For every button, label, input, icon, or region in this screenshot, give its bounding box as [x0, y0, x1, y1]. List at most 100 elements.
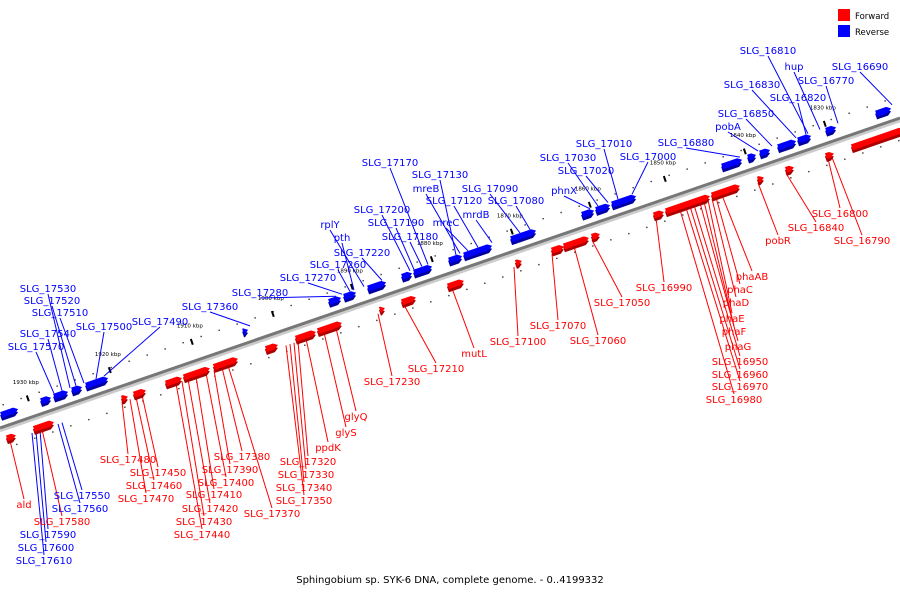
gene-label[interactable]: SLG_17510 [32, 308, 88, 319]
gene-label[interactable]: SLG_17490 [132, 317, 188, 328]
gene-label[interactable]: SLG_16850 [718, 109, 774, 120]
gene-arrow[interactable] [448, 254, 463, 264]
gene-arrow[interactable] [400, 295, 416, 306]
gene-label[interactable]: SLG_17540 [20, 329, 76, 340]
gene-label[interactable]: SLG_17120 [426, 196, 482, 207]
gene-arrow[interactable] [53, 390, 69, 400]
gene-arrow[interactable] [777, 139, 797, 151]
gene-label[interactable]: SLG_16880 [658, 138, 714, 149]
gene-label[interactable]: SLG_17080 [488, 196, 544, 207]
gene-label[interactable]: SLG_17090 [462, 184, 518, 195]
gene-label[interactable]: SLG_17350 [276, 496, 332, 507]
gene-label[interactable]: SLG_16980 [706, 395, 762, 406]
gene-arrow[interactable] [446, 279, 464, 290]
gene-label[interactable]: SLG_16950 [712, 357, 768, 368]
gene-label[interactable]: mutL [461, 349, 487, 360]
gene-arrow[interactable] [328, 296, 342, 305]
gene-arrow[interactable] [294, 330, 316, 342]
gene-label[interactable]: SLG_16840 [788, 223, 844, 234]
gene-label[interactable]: ppdK [315, 443, 341, 454]
gene-label[interactable]: phaC [727, 285, 753, 296]
gene-label[interactable]: mrdB [463, 210, 490, 221]
gene-label[interactable]: SLG_17420 [182, 504, 238, 515]
gene-label[interactable]: ald [16, 500, 31, 511]
gene-arrow[interactable] [401, 271, 413, 280]
gene-label[interactable]: SLG_17170 [362, 158, 418, 169]
gene-arrow[interactable] [721, 158, 743, 170]
gene-label[interactable]: SLG_17530 [20, 284, 76, 295]
gene-arrow[interactable] [120, 395, 128, 402]
gene-label[interactable]: SLG_17320 [280, 457, 336, 468]
gene-arrow[interactable] [824, 151, 834, 160]
gene-label[interactable]: SLG_17200 [354, 205, 410, 216]
gene-label[interactable]: SLG_17520 [24, 296, 80, 307]
gene-label[interactable]: SLG_17370 [244, 509, 300, 520]
gene-arrow[interactable] [784, 165, 794, 173]
gene-label[interactable]: phaG [725, 342, 752, 353]
gene-label[interactable]: phnX [551, 186, 577, 197]
gene-label[interactable]: phaF [722, 327, 747, 338]
gene-arrow[interactable] [850, 127, 900, 151]
gene-arrow[interactable] [71, 385, 83, 394]
gene-arrow[interactable] [343, 291, 357, 300]
gene-arrow[interactable] [595, 203, 611, 213]
gene-label[interactable]: rplY [320, 220, 340, 231]
gene-arrow[interactable] [242, 328, 249, 335]
gene-label[interactable]: SLG_16820 [770, 93, 826, 104]
gene-label[interactable]: SLG_17580 [34, 517, 90, 528]
gene-label[interactable]: SLG_17260 [310, 260, 366, 271]
gene-label[interactable]: SLG_16830 [724, 80, 780, 91]
gene-label[interactable]: SLG_17270 [280, 273, 336, 284]
gene-label[interactable]: SLG_16960 [712, 370, 768, 381]
gene-label[interactable]: SLG_17600 [18, 543, 74, 554]
gene-label[interactable]: SLG_17010 [576, 139, 632, 150]
gene-label[interactable]: SLG_17000 [620, 152, 676, 163]
gene-label[interactable]: phaAB [736, 272, 769, 283]
gene-label[interactable]: SLG_16790 [834, 236, 890, 247]
gene-label[interactable]: SLG_17480 [100, 455, 156, 466]
gene-label[interactable]: SLG_17440 [174, 530, 230, 541]
gene-label[interactable]: SLG_17050 [594, 298, 650, 309]
gene-label[interactable]: SLG_17450 [130, 468, 186, 479]
gene-label[interactable]: SLG_17280 [232, 288, 288, 299]
gene-label[interactable]: SLG_17130 [412, 170, 468, 181]
gene-arrow[interactable] [514, 259, 522, 266]
gene-arrow[interactable] [652, 210, 664, 219]
gene-arrow[interactable] [825, 125, 837, 134]
gene-label[interactable]: SLG_17610 [16, 556, 72, 567]
gene-label[interactable]: SLG_17180 [382, 232, 438, 243]
gene-label[interactable]: hup [784, 62, 803, 73]
gene-label[interactable]: SLG_17500 [76, 322, 132, 333]
gene-label[interactable]: pobR [765, 236, 791, 247]
gene-label[interactable]: SLG_17570 [8, 342, 64, 353]
gene-label[interactable]: SLG_17190 [368, 218, 424, 229]
gene-label[interactable]: SLG_17060 [570, 336, 626, 347]
gene-label[interactable]: SLG_17230 [364, 377, 420, 388]
gene-arrow[interactable] [0, 407, 19, 418]
gene-arrow[interactable] [875, 106, 892, 117]
gene-label[interactable]: SLG_17560 [52, 504, 108, 515]
gene-arrow[interactable] [40, 396, 52, 404]
gene-arrow[interactable] [164, 376, 182, 387]
gene-label[interactable]: SLG_17550 [54, 491, 110, 502]
gene-arrow[interactable] [182, 366, 210, 381]
gene-label[interactable]: SLG_17430 [176, 517, 232, 528]
gene-arrow[interactable] [759, 148, 771, 157]
gene-label[interactable]: glyS [335, 428, 356, 439]
gene-label[interactable]: SLG_17460 [126, 481, 182, 492]
gene-label[interactable]: SLG_17220 [334, 248, 390, 259]
gene-arrow[interactable] [132, 388, 146, 398]
gene-arrow[interactable] [581, 209, 595, 218]
gene-label[interactable]: SLG_17390 [202, 465, 258, 476]
gene-label[interactable]: SLG_17330 [278, 470, 334, 481]
gene-label[interactable]: phaE [719, 314, 744, 325]
gene-arrow[interactable] [562, 236, 589, 250]
gene-label[interactable]: SLG_17410 [186, 490, 242, 501]
gene-label[interactable]: SLG_17210 [408, 364, 464, 375]
gene-arrow[interactable] [664, 194, 710, 215]
gene-arrow[interactable] [590, 232, 600, 240]
gene-arrow[interactable] [212, 357, 238, 370]
gene-label[interactable]: SLG_17470 [118, 494, 174, 505]
gene-label[interactable]: SLG_16810 [740, 46, 796, 57]
gene-label[interactable]: SLG_16770 [798, 76, 854, 87]
